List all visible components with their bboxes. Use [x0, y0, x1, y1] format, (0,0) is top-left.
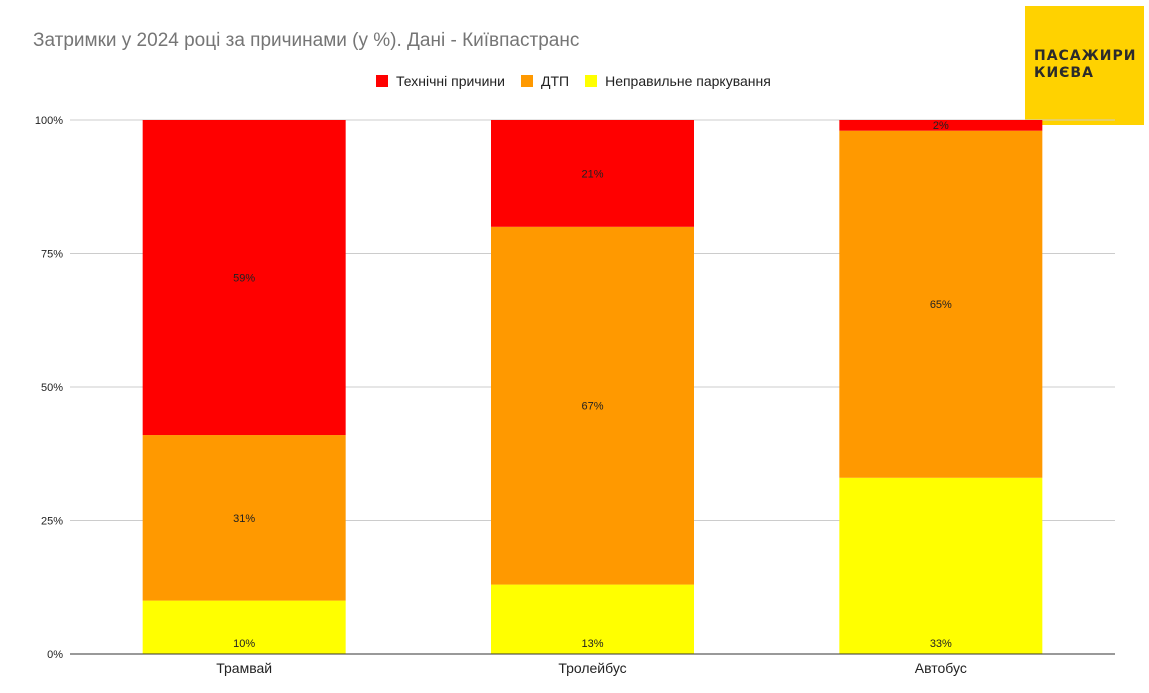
legend-swatch-parking [585, 75, 598, 87]
data-label: 10% [233, 638, 255, 650]
x-category-label: Трамвай [216, 660, 272, 676]
legend-item-parking: Неправильне паркування [585, 73, 771, 89]
chart-title: Затримки у 2024 році за причинами (у %).… [33, 30, 580, 51]
logo-line-2: КИЄВА [1034, 65, 1094, 81]
bar-segment [142, 435, 346, 601]
bar-segment [491, 120, 694, 227]
bar-segment [491, 226, 694, 585]
y-tick-label: 0% [47, 649, 63, 661]
legend-label-accidents: ДТП [540, 73, 570, 89]
bar-segment [839, 130, 1043, 478]
logo-text: ПАСАЖИРИ КИЄВА [1034, 48, 1137, 82]
legend-item-accidents: ДТП [520, 73, 570, 89]
data-label: 31% [233, 513, 255, 525]
bar-segment [142, 120, 346, 436]
data-label: 21% [581, 168, 603, 180]
data-label: 67% [581, 401, 603, 413]
data-label: 13% [581, 638, 603, 650]
bar-segment [839, 477, 1043, 654]
data-label: 59% [233, 273, 255, 285]
bar-segment [142, 600, 346, 654]
legend-label-parking: Неправильне паркування [605, 73, 771, 89]
y-tick-label: 100% [35, 115, 63, 127]
data-label: 65% [930, 299, 952, 311]
bar-segment [491, 584, 694, 654]
logo-line-1: ПАСАЖИРИ [1034, 48, 1137, 64]
legend-item-technical: Технічні причини [376, 73, 505, 89]
legend-swatch-accidents [520, 75, 533, 87]
legend-label-technical: Технічні причини [396, 73, 505, 89]
x-category-label: Тролейбус [558, 660, 626, 676]
y-tick-label: 25% [41, 516, 63, 528]
y-tick-label: 50% [41, 382, 63, 394]
data-label: 33% [930, 638, 952, 650]
legend-swatch-technical [376, 75, 388, 87]
bar-segment [839, 120, 1043, 131]
data-label: 2% [933, 120, 949, 132]
logo: ПАСАЖИРИ КИЄВА [1025, 6, 1144, 125]
x-category-label: Автобус [915, 660, 967, 676]
y-tick-label: 75% [41, 249, 63, 261]
legend: Технічні причини ДТП Неправильне паркува… [376, 73, 787, 89]
